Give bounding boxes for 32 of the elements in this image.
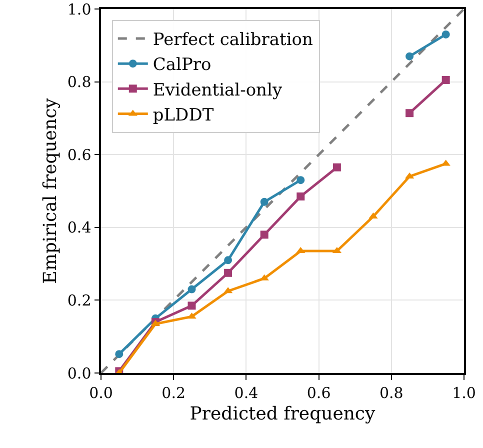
point [442,76,450,84]
legend-label: pLDDT [152,105,214,126]
point [406,52,414,60]
x-axis-title: Predicted frequency [190,403,376,424]
y-tick-label: 0.4 [67,218,92,237]
point [224,256,232,264]
point [442,30,450,38]
point [115,350,124,358]
point [332,163,341,172]
x-tick-label: 0.0 [89,384,113,402]
x-tick-label: 0.2 [162,384,186,402]
point [260,198,268,206]
y-tick-label: 0.6 [67,146,92,164]
point [406,109,414,118]
y-axis-title: Empirical frequency [40,97,62,284]
x-tick-label: 0.4 [234,384,258,402]
point [188,302,196,310]
point [296,176,305,184]
y-tick-label: 0.2 [67,291,92,310]
point [188,285,196,294]
point [296,192,305,200]
x-tick-label: 1.0 [452,384,476,402]
legend-label: Perfect calibration [152,30,314,50]
x-tick-label: 0.8 [379,384,404,402]
y-tick-label: 1.0 [67,0,92,18]
y-tick-label: 0.0 [67,364,92,382]
point [260,230,268,239]
legend-label: Evidential-only [152,80,282,100]
y-tick-label: 0.8 [67,73,92,92]
x-tick-label: 0.6 [306,384,331,402]
legend-label: CalPro [152,55,212,76]
point [224,268,232,277]
